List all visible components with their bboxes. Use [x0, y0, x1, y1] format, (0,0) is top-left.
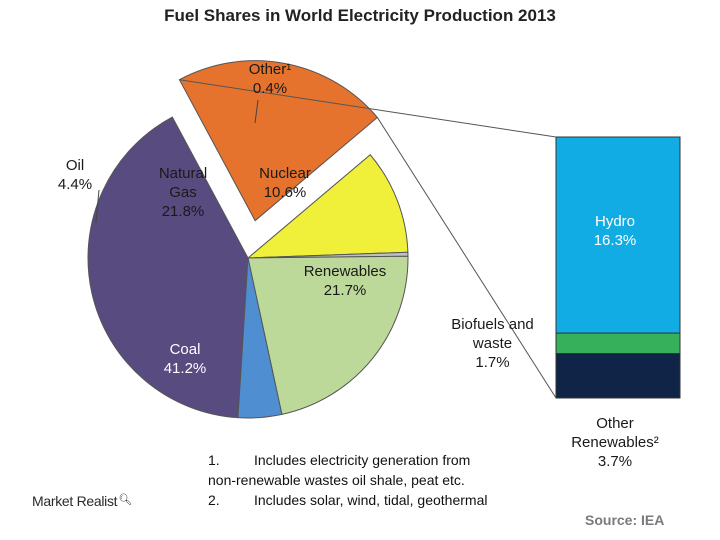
label-gas-name-1: Natural: [158, 165, 208, 182]
label-coal: Coal 41.2%: [140, 340, 230, 378]
label-nuclear-value: 10.6%: [263, 184, 307, 201]
label-oil-value: 4.4%: [57, 176, 93, 193]
footnote-1: 1. Includes electricity generation from: [208, 450, 487, 470]
label-hydro: Hydro 16.3%: [570, 212, 660, 250]
label-renewables: Renewables 21.7%: [285, 262, 405, 300]
label-other: Other¹ 0.4%: [232, 60, 308, 98]
label-renewables-name: Renewables: [303, 263, 387, 280]
label-hydro-name: Hydro: [594, 213, 635, 230]
pie-slice-coal: [87, 116, 249, 419]
label-other-value: 0.4%: [252, 80, 288, 97]
label-nuclear-name: Nuclear: [259, 165, 311, 182]
footnote-1-cont: non-renewable wastes oil shale, peat etc…: [208, 470, 487, 490]
pie-slice-renewables: [178, 60, 379, 222]
brand-name: Market Realist: [32, 493, 118, 509]
label-biofuels: Biofuels and waste 1.7%: [420, 315, 565, 372]
label-nuclear: Nuclear 10.6%: [245, 164, 325, 202]
brand-logo: Market Realist🔍︎: [32, 493, 132, 509]
leader-line-oil: [95, 189, 100, 223]
footnote-1-line-1: Includes electricity generation from: [254, 452, 471, 468]
pie-slice-nuclear: [246, 154, 409, 259]
label-other-ren-name-2: Renewables²: [571, 434, 659, 451]
pie-slice-oil: [237, 257, 283, 419]
label-biofuels-value: 1.7%: [475, 354, 510, 371]
label-renewables-value: 21.7%: [323, 282, 367, 299]
connector-line-bottom: [376, 117, 557, 399]
chart-title: Fuel Shares in World Electricity Product…: [164, 6, 556, 25]
label-gas-value: 21.8%: [161, 203, 205, 220]
footnotes: 1. Includes electricity generation from n…: [208, 450, 487, 510]
footnote-1-num: 1.: [208, 452, 220, 468]
label-coal-value: 41.2%: [163, 360, 207, 377]
label-biofuels-name-1: Biofuels and: [451, 316, 534, 333]
pie-slice-natural-gas: [247, 255, 409, 415]
leader-line-other: [254, 99, 259, 124]
label-gas-name-2: Gas: [169, 184, 197, 201]
label-other-ren-value: 3.7%: [597, 453, 633, 470]
bar-segment-hydro: [555, 136, 681, 334]
connector-line-top: [179, 79, 557, 138]
label-biofuels-name-2: waste: [472, 335, 513, 352]
label-other-renewables: Other Renewables² 3.7%: [550, 414, 680, 471]
bar-segment-other-renewables: [555, 352, 681, 399]
footnote-2-num: 2.: [208, 492, 220, 508]
label-oil-name: Oil: [65, 157, 85, 174]
label-oil: Oil 4.4%: [40, 156, 110, 194]
label-other-ren-name-1: Other: [596, 415, 634, 432]
footnote-2-line-1: Includes solar, wind, tidal, geothermal: [254, 492, 488, 508]
magnifier-icon: 🔍︎: [118, 494, 132, 506]
label-other-name: Other¹: [248, 61, 292, 78]
label-natural-gas: Natural Gas 21.8%: [138, 164, 228, 221]
label-hydro-value: 16.3%: [593, 232, 637, 249]
footnote-1-line-2: non-renewable wastes oil shale, peat etc…: [208, 472, 465, 488]
label-coal-name: Coal: [169, 341, 201, 358]
footnote-2: 2. Includes solar, wind, tidal, geotherma…: [208, 490, 487, 510]
bar-segment-biofuels-and-waste: [555, 332, 681, 354]
source-note: Source: IEA: [585, 512, 665, 528]
